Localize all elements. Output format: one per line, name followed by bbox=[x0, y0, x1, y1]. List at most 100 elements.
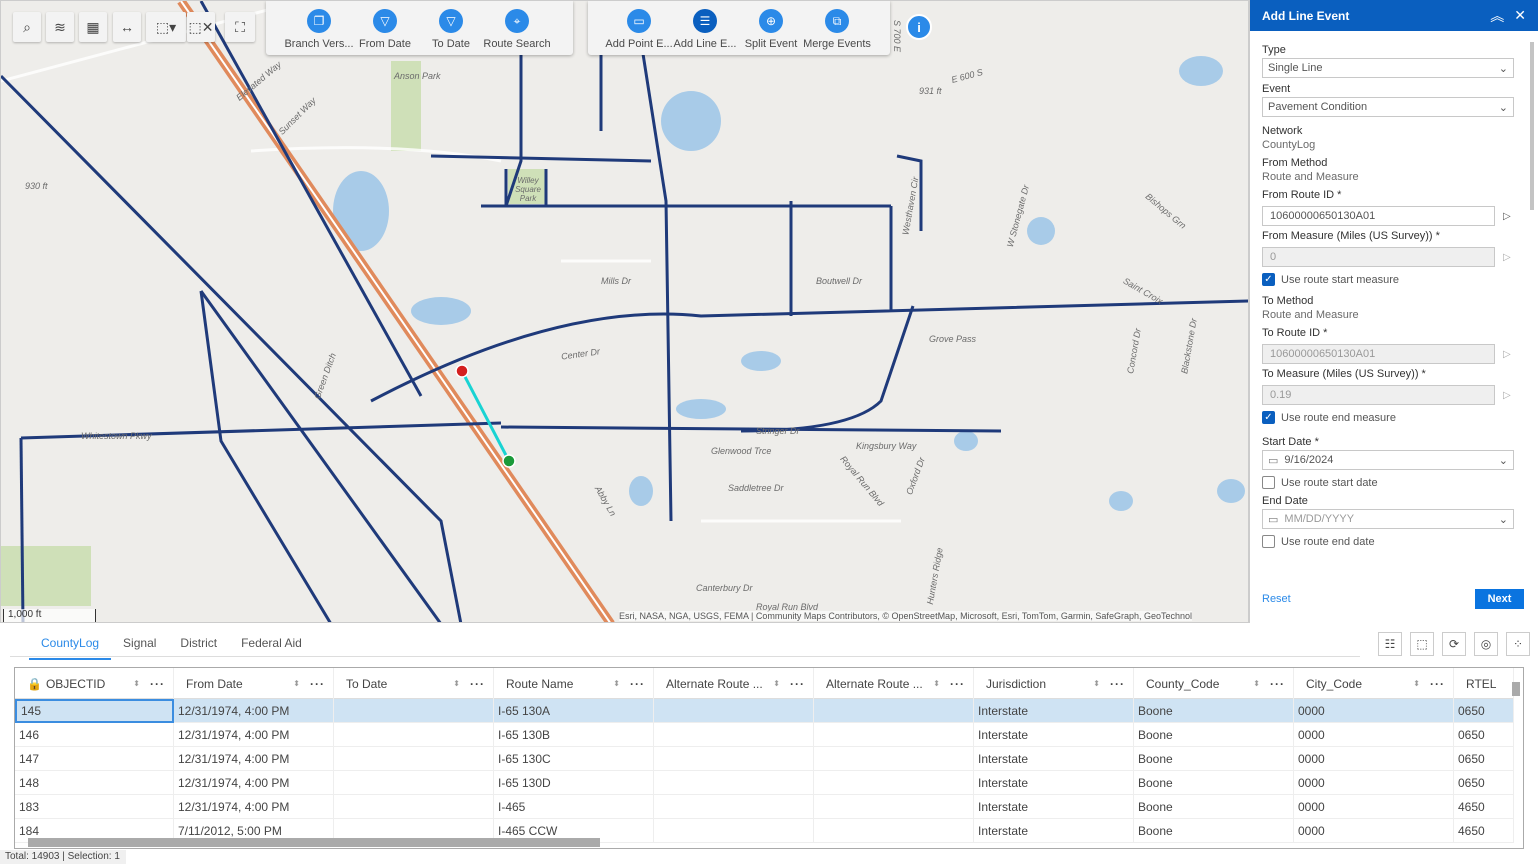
pick-on-map-icon[interactable]: ▷ bbox=[1503, 210, 1511, 222]
clear-selection-button[interactable]: ⬚ bbox=[1410, 632, 1434, 656]
sort-icon[interactable]: ⬍ bbox=[453, 679, 460, 688]
end-date-picker[interactable]: ▭ MM/DD/YYYY ⌄ bbox=[1262, 509, 1514, 529]
table-cell[interactable] bbox=[654, 723, 814, 747]
from-date-button[interactable]: ▽ From Date bbox=[352, 1, 418, 55]
column-header[interactable]: To Date ⬍ ··· bbox=[334, 668, 494, 699]
table-cell[interactable]: Boone bbox=[1134, 795, 1294, 819]
sort-icon[interactable]: ⬍ bbox=[1253, 679, 1260, 688]
refresh-button[interactable]: ⟳ bbox=[1442, 632, 1466, 656]
table-row[interactable]: 146 12/31/1974, 4:00 PM I-65 130B Interstat… bbox=[15, 723, 1514, 747]
table-cell[interactable]: Interstate bbox=[974, 795, 1134, 819]
horizontal-scrollbar[interactable] bbox=[28, 838, 600, 847]
merge-events-button[interactable]: ⧉ Merge Events bbox=[803, 1, 871, 55]
event-select[interactable]: Pavement Condition ⌄ bbox=[1262, 97, 1514, 117]
search-button[interactable]: ⌕ bbox=[13, 12, 41, 42]
start-date-picker[interactable]: ▭ 9/16/2024 ⌄ bbox=[1262, 450, 1514, 470]
sort-icon[interactable]: ⬍ bbox=[1413, 679, 1420, 688]
table-cell[interactable] bbox=[334, 819, 494, 843]
basemap-gallery-button[interactable]: ▦ bbox=[79, 12, 107, 42]
tab-signal[interactable]: Signal bbox=[123, 636, 157, 650]
table-cell[interactable] bbox=[654, 795, 814, 819]
table-cell[interactable]: I-65 130A bbox=[494, 699, 654, 723]
pick-on-map-icon[interactable]: ▷ bbox=[1503, 389, 1511, 401]
column-header[interactable]: From Date ⬍ ··· bbox=[174, 668, 334, 699]
table-cell[interactable]: 0650 bbox=[1454, 699, 1514, 723]
table-cell[interactable]: Interstate bbox=[974, 699, 1134, 723]
column-menu-icon[interactable]: ··· bbox=[1430, 676, 1445, 691]
column-menu-icon[interactable]: ··· bbox=[1110, 676, 1125, 691]
toggle-columns-button[interactable]: ◎ bbox=[1474, 632, 1498, 656]
table-cell[interactable]: Boone bbox=[1134, 819, 1294, 843]
table-cell[interactable] bbox=[814, 795, 974, 819]
table-cell[interactable] bbox=[814, 699, 974, 723]
table-cell[interactable]: 184 bbox=[15, 819, 174, 843]
measure-button[interactable]: ↔ bbox=[113, 12, 141, 42]
tab-district[interactable]: District bbox=[180, 636, 218, 650]
column-header[interactable]: County_Code ⬍ ··· bbox=[1134, 668, 1294, 699]
table-cell[interactable]: 0650 bbox=[1454, 771, 1514, 795]
table-cell[interactable] bbox=[814, 771, 974, 795]
add-line-event-button[interactable]: ☰ Add Line E... bbox=[672, 1, 738, 55]
table-cell[interactable]: 0650 bbox=[1454, 723, 1514, 747]
table-cell[interactable]: 0000 bbox=[1294, 771, 1454, 795]
map-view[interactable]: Anson Park Willey Square Park Center Dr … bbox=[0, 0, 1249, 623]
sort-icon[interactable]: ⬍ bbox=[933, 679, 940, 688]
vertical-scrollbar[interactable] bbox=[1512, 682, 1520, 696]
tab-countylog[interactable]: CountyLog bbox=[29, 630, 112, 660]
table-cell[interactable] bbox=[814, 723, 974, 747]
table-cell[interactable]: 145 bbox=[15, 699, 174, 723]
type-select[interactable]: Single Line ⌄ bbox=[1262, 58, 1514, 78]
add-point-event-button[interactable]: ▭ Add Point E... bbox=[605, 1, 673, 55]
table-cell[interactable]: Interstate bbox=[974, 723, 1134, 747]
to-route-input[interactable]: 10600000650130A01 bbox=[1262, 344, 1495, 364]
next-button[interactable]: Next bbox=[1475, 589, 1524, 609]
sort-icon[interactable]: ⬍ bbox=[613, 679, 620, 688]
table-cell[interactable]: 12/31/1974, 4:00 PM bbox=[174, 795, 334, 819]
column-menu-icon[interactable]: ··· bbox=[310, 676, 325, 691]
to-measure-input[interactable]: 0.19 bbox=[1262, 385, 1495, 405]
layers-button[interactable]: ≋ bbox=[46, 12, 74, 42]
collapse-icon[interactable]: ︽ bbox=[1490, 7, 1505, 24]
table-cell[interactable] bbox=[814, 819, 974, 843]
sort-icon[interactable]: ⬍ bbox=[293, 679, 300, 688]
table-cell[interactable]: 147 bbox=[15, 747, 174, 771]
from-measure-input[interactable]: 0 bbox=[1262, 247, 1495, 267]
use-route-start-measure-checkbox[interactable]: ✓ Use route start measure bbox=[1262, 273, 1526, 286]
use-route-start-date-checkbox[interactable]: Use route start date bbox=[1262, 476, 1526, 489]
column-header[interactable]: Alternate Route ... ⬍ ··· bbox=[814, 668, 974, 699]
table-cell[interactable]: I-65 130B bbox=[494, 723, 654, 747]
table-cell[interactable]: 146 bbox=[15, 723, 174, 747]
tab-federal-aid[interactable]: Federal Aid bbox=[241, 636, 302, 650]
table-cell[interactable]: I-65 130C bbox=[494, 747, 654, 771]
table-cell[interactable]: Interstate bbox=[974, 771, 1134, 795]
split-event-button[interactable]: ⊕ Split Event bbox=[738, 1, 804, 55]
reset-button[interactable]: Reset bbox=[1262, 593, 1291, 605]
table-cell[interactable]: 0650 bbox=[1454, 747, 1514, 771]
table-cell[interactable] bbox=[654, 699, 814, 723]
table-cell[interactable]: 0000 bbox=[1294, 819, 1454, 843]
column-header[interactable]: Jurisdiction ⬍ ··· bbox=[974, 668, 1134, 699]
branch-versions-button[interactable]: ❐ Branch Vers... bbox=[284, 1, 354, 55]
table-cell[interactable]: Boone bbox=[1134, 699, 1294, 723]
table-cell[interactable]: I-465 CCW bbox=[494, 819, 654, 843]
column-menu-icon[interactable]: ··· bbox=[1270, 676, 1285, 691]
pick-on-map-icon[interactable]: ▷ bbox=[1503, 251, 1511, 263]
column-header[interactable]: City_Code ⬍ ··· bbox=[1294, 668, 1454, 699]
column-menu-icon[interactable]: ··· bbox=[790, 676, 805, 691]
route-tool-button[interactable]: ⛶ bbox=[225, 12, 255, 42]
table-cell[interactable]: 12/31/1974, 4:00 PM bbox=[174, 771, 334, 795]
table-cell[interactable] bbox=[654, 747, 814, 771]
table-cell[interactable]: I-465 bbox=[494, 795, 654, 819]
table-row[interactable]: 148 12/31/1974, 4:00 PM I-65 130D Interstat… bbox=[15, 771, 1514, 795]
table-cell[interactable]: 0000 bbox=[1294, 699, 1454, 723]
options-button[interactable]: ⁘ bbox=[1506, 632, 1530, 656]
table-cell[interactable]: 0000 bbox=[1294, 795, 1454, 819]
table-row[interactable]: 184 7/11/2012, 5:00 PM I-465 CCW Interstate… bbox=[15, 819, 1514, 843]
sort-icon[interactable]: ⬍ bbox=[133, 679, 140, 688]
table-cell[interactable]: 12/31/1974, 4:00 PM bbox=[174, 699, 334, 723]
table-cell[interactable]: 0000 bbox=[1294, 747, 1454, 771]
info-button[interactable]: i bbox=[906, 14, 932, 40]
table-cell[interactable] bbox=[654, 819, 814, 843]
table-cell[interactable]: 12/31/1974, 4:00 PM bbox=[174, 747, 334, 771]
table-cell[interactable]: Boone bbox=[1134, 771, 1294, 795]
